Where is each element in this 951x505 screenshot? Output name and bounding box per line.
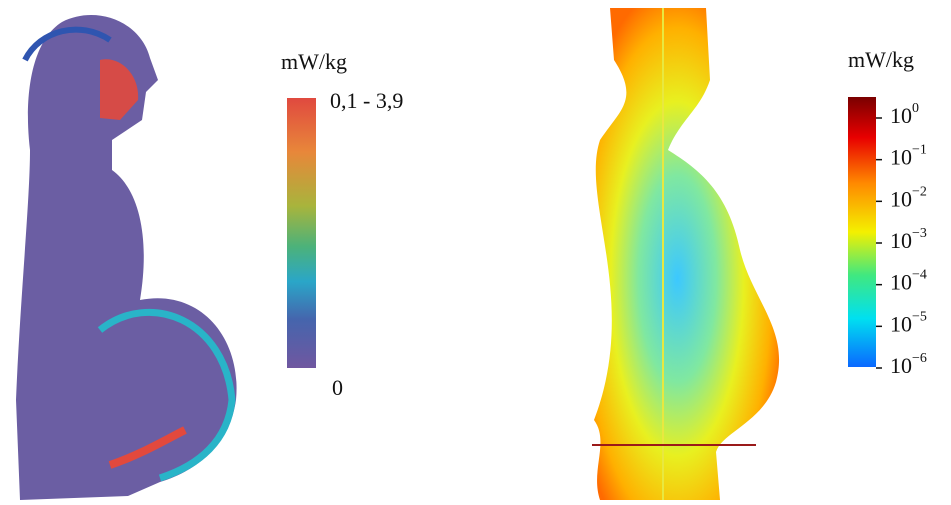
right-unit: mW/kg <box>848 47 914 72</box>
right-colorbar <box>848 97 876 367</box>
tick-exponent: −3 <box>912 226 927 241</box>
tick-base: 10 <box>890 228 912 253</box>
tick-exponent: −2 <box>912 185 927 200</box>
tick-exponent: −5 <box>912 310 927 325</box>
tick-exponent: −4 <box>912 268 927 283</box>
left-unit: mW/kg <box>281 49 347 74</box>
tick-base: 10 <box>890 270 912 295</box>
right-body-map <box>592 8 780 500</box>
left-colorbar <box>287 98 316 368</box>
tick-label: 10−6 <box>890 351 927 378</box>
left-max-label: 0,1 - 3,9 <box>330 88 403 113</box>
tick-base: 10 <box>890 353 912 378</box>
left-min-label: 0 <box>332 375 343 400</box>
tick-base: 10 <box>890 186 912 211</box>
tick-base: 10 <box>890 311 912 336</box>
tick-exponent: 0 <box>912 101 919 116</box>
tick-label: 10−3 <box>890 226 927 253</box>
left-body-map <box>16 15 237 500</box>
tick-label: 10−4 <box>890 268 927 295</box>
tick-base: 10 <box>890 145 912 170</box>
tick-label: 10−5 <box>890 310 927 337</box>
tick-label: 10−2 <box>890 185 927 212</box>
tick-label: 10−1 <box>890 143 927 170</box>
tick-label: 100 <box>890 101 919 128</box>
tick-exponent: −6 <box>912 351 927 366</box>
tick-exponent: −1 <box>912 143 927 158</box>
tick-base: 10 <box>890 103 912 128</box>
